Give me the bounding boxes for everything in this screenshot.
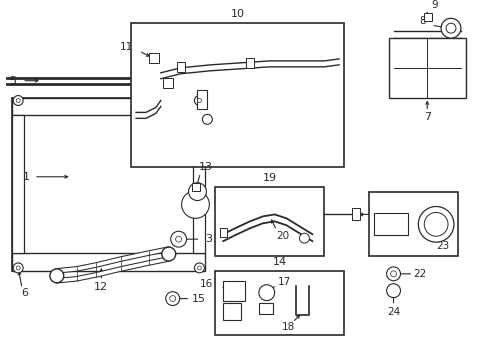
- Bar: [191, 183, 200, 191]
- Text: 19: 19: [262, 173, 276, 183]
- Bar: [131, 23, 344, 167]
- Circle shape: [188, 183, 206, 201]
- Circle shape: [440, 18, 460, 38]
- Text: 11: 11: [120, 42, 133, 52]
- Circle shape: [390, 271, 396, 277]
- Circle shape: [194, 95, 204, 105]
- Text: 5: 5: [9, 76, 16, 86]
- Circle shape: [13, 95, 23, 105]
- Circle shape: [194, 263, 204, 273]
- Bar: [163, 78, 172, 87]
- Bar: [197, 90, 207, 109]
- Circle shape: [386, 267, 400, 281]
- Text: 1: 1: [22, 172, 30, 182]
- Text: 21: 21: [374, 210, 387, 219]
- Circle shape: [165, 292, 179, 306]
- Bar: [12, 253, 205, 271]
- Circle shape: [175, 236, 181, 242]
- Text: 23: 23: [436, 241, 449, 251]
- Text: 22: 22: [413, 269, 426, 279]
- Circle shape: [16, 266, 20, 270]
- Text: 24: 24: [386, 307, 399, 318]
- Bar: [193, 115, 205, 253]
- Bar: [373, 213, 407, 235]
- Circle shape: [169, 296, 175, 302]
- Circle shape: [299, 233, 309, 243]
- Text: 8: 8: [419, 16, 426, 26]
- Bar: [220, 228, 227, 237]
- Circle shape: [197, 266, 201, 270]
- Circle shape: [197, 99, 201, 103]
- Bar: [176, 62, 184, 72]
- Circle shape: [386, 284, 400, 298]
- Text: 12: 12: [94, 282, 108, 292]
- Bar: [351, 208, 359, 220]
- Circle shape: [445, 23, 455, 33]
- Bar: [245, 58, 253, 68]
- Text: 10: 10: [230, 9, 244, 19]
- Circle shape: [202, 114, 212, 124]
- Text: 4: 4: [239, 95, 246, 104]
- Text: 15: 15: [191, 294, 205, 303]
- Bar: [258, 302, 272, 314]
- Text: 18: 18: [282, 322, 295, 332]
- Text: 7: 7: [423, 112, 430, 122]
- Text: 20: 20: [276, 231, 288, 241]
- Text: 6: 6: [21, 288, 29, 298]
- Text: 13: 13: [198, 162, 212, 172]
- Bar: [368, 192, 457, 256]
- Text: 14: 14: [272, 257, 286, 267]
- Circle shape: [170, 231, 186, 247]
- Circle shape: [50, 269, 63, 283]
- Text: 17: 17: [277, 277, 291, 287]
- Bar: [12, 115, 24, 253]
- Bar: [388, 38, 465, 98]
- Bar: [215, 271, 344, 335]
- Circle shape: [417, 207, 453, 242]
- Text: 16: 16: [200, 279, 213, 289]
- Circle shape: [424, 212, 447, 236]
- Circle shape: [162, 247, 175, 261]
- Bar: [12, 98, 205, 115]
- Circle shape: [181, 191, 209, 219]
- Text: 3: 3: [204, 234, 211, 244]
- Bar: [12, 98, 205, 271]
- Bar: [149, 53, 159, 63]
- Bar: [223, 281, 244, 301]
- Bar: [424, 13, 431, 21]
- Bar: [215, 187, 324, 256]
- Circle shape: [13, 263, 23, 273]
- Circle shape: [16, 99, 20, 103]
- Text: 2: 2: [239, 114, 246, 124]
- Bar: [223, 302, 241, 320]
- Circle shape: [258, 285, 274, 301]
- Text: 9: 9: [431, 0, 438, 10]
